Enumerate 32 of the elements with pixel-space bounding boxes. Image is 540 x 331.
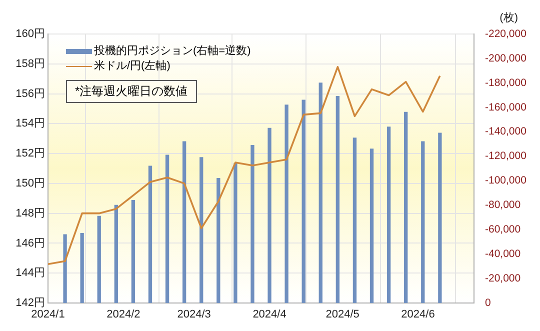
x-tick-label: 2024/2 (106, 308, 140, 321)
y2-tick-label: -40,000 (485, 248, 521, 260)
y-tick-label: 156円 (16, 88, 45, 100)
y2-tick-label: 0 (485, 296, 491, 309)
y2-tick-label: -100,000 (485, 174, 527, 187)
x-tick-label: 2024/5 (326, 308, 360, 321)
y2-tick-label: -180,000 (485, 76, 527, 89)
x-tick-label: 2024/6 (401, 308, 435, 321)
y-tick-label: 148円 (16, 207, 45, 220)
y2-tick-label: -60,000 (485, 224, 521, 236)
y-tick-label: 160円 (16, 28, 45, 40)
y2-axis-title: (枚) (500, 11, 518, 25)
y2-tick-label: -20,000 (485, 272, 521, 284)
y2-tick-label: -120,000 (485, 150, 527, 162)
y-tick-label: 150円 (16, 177, 45, 190)
x-tick-label: 2024/3 (177, 308, 211, 321)
x-tick-label: 2024/4 (252, 308, 286, 321)
y2-tick-label: -140,000 (485, 126, 527, 138)
y-tick-label: 154円 (16, 118, 45, 130)
annotation: *注毎週火曜日の数値 (66, 80, 197, 103)
x-tick-label: 2024/1 (31, 308, 65, 321)
y2-tick-label: -80,000 (485, 199, 521, 212)
y-tick-label: 142円 (16, 297, 45, 310)
y-tick-label: 144円 (16, 267, 45, 280)
legend-label: 米ドル/円(左軸) (94, 59, 170, 74)
legend-label: 投機的円ポジション(右軸=逆数) (94, 44, 251, 59)
y-tick-label: 146円 (16, 237, 45, 250)
y2-tick-label: -200,000 (485, 52, 527, 64)
y2-tick-label: -220,000 (485, 28, 527, 40)
y-tick-label: 158円 (16, 58, 45, 70)
y2-tick-label: -160,000 (485, 101, 527, 114)
y-tick-label: 152円 (16, 148, 45, 160)
